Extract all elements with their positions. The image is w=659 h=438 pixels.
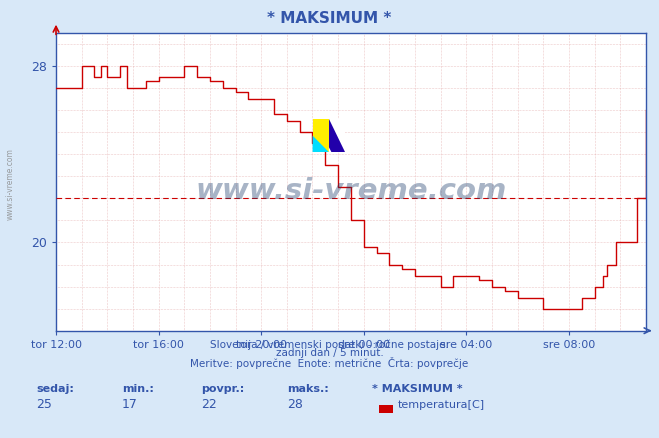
Text: Slovenija / vremenski podatki - ročne postaje.: Slovenija / vremenski podatki - ročne po… bbox=[210, 339, 449, 350]
Text: www.si-vreme.com: www.si-vreme.com bbox=[195, 177, 507, 205]
Text: * MAKSIMUM *: * MAKSIMUM * bbox=[268, 11, 391, 26]
Text: min.:: min.: bbox=[122, 384, 154, 394]
Text: maks.:: maks.: bbox=[287, 384, 328, 394]
Text: temperatura[C]: temperatura[C] bbox=[397, 400, 484, 410]
FancyBboxPatch shape bbox=[329, 119, 345, 152]
Polygon shape bbox=[312, 136, 329, 152]
Text: * MAKSIMUM *: * MAKSIMUM * bbox=[372, 384, 463, 394]
Text: 25: 25 bbox=[36, 398, 52, 411]
Text: Meritve: povprečne  Enote: metrične  Črta: povprečje: Meritve: povprečne Enote: metrične Črta:… bbox=[190, 357, 469, 369]
Text: 28: 28 bbox=[287, 398, 302, 411]
Text: 17: 17 bbox=[122, 398, 138, 411]
Text: sedaj:: sedaj: bbox=[36, 384, 74, 394]
Text: 22: 22 bbox=[201, 398, 217, 411]
Text: zadnji dan / 5 minut.: zadnji dan / 5 minut. bbox=[275, 348, 384, 358]
Text: povpr.:: povpr.: bbox=[201, 384, 244, 394]
Polygon shape bbox=[329, 119, 345, 152]
Text: www.si-vreme.com: www.si-vreme.com bbox=[5, 148, 14, 220]
FancyBboxPatch shape bbox=[312, 119, 345, 152]
Polygon shape bbox=[329, 147, 331, 152]
